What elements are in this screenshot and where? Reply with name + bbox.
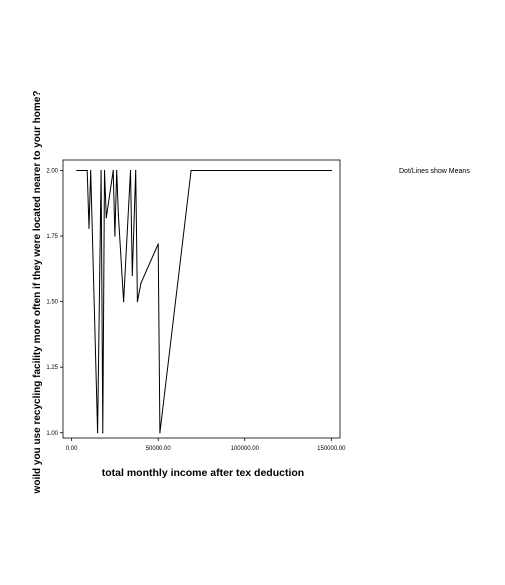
data-point: [103, 169, 106, 172]
data-point: [116, 169, 118, 172]
data-point: [330, 169, 332, 172]
data-points: [76, 169, 332, 434]
data-point: [90, 169, 92, 172]
y-tick-label: 1.50: [46, 300, 58, 306]
data-point: [129, 169, 132, 172]
chart-annotation: Dot/Lines show Means: [399, 168, 470, 175]
data-point: [136, 301, 139, 303]
y-tick-label: 2.00: [46, 168, 58, 174]
data-point: [76, 169, 78, 172]
y-tick-label: 1.25: [46, 365, 58, 371]
data-point: [88, 227, 90, 229]
x-tick-label: 0.00: [66, 446, 78, 452]
data-point: [97, 432, 99, 434]
data-point: [135, 169, 137, 172]
data-point: [105, 217, 107, 219]
data-point: [102, 432, 104, 434]
data-point: [131, 274, 133, 276]
data-point: [117, 214, 119, 216]
x-tick-label: 50000.00: [146, 446, 172, 452]
data-point: [112, 169, 114, 172]
y-tick-label: 1.75: [46, 234, 58, 240]
data-point: [100, 169, 102, 172]
plot-frame: [62, 159, 341, 439]
data-point: [86, 169, 88, 172]
y-axis: 1.00 1.25 1.50 1.75 2.00: [46, 168, 63, 437]
series-line-means: [76, 170, 332, 433]
x-tick-label: 100000.00: [231, 446, 260, 452]
y-axis-title: woild you use recycling facility more of…: [32, 91, 43, 495]
x-axis: 0.00 50000.00 100000.00 150000.00: [66, 438, 346, 452]
data-point: [159, 432, 161, 434]
data-point: [140, 282, 142, 284]
data-point: [114, 235, 116, 237]
x-tick-label: 150000.00: [317, 446, 346, 452]
y-tick-label: 1.00: [46, 431, 58, 437]
data-point: [122, 301, 125, 303]
x-axis-title: total monthly income after tex deduction: [102, 467, 304, 479]
data-point: [81, 169, 83, 172]
data-point: [157, 243, 159, 245]
data-point: [190, 169, 192, 172]
